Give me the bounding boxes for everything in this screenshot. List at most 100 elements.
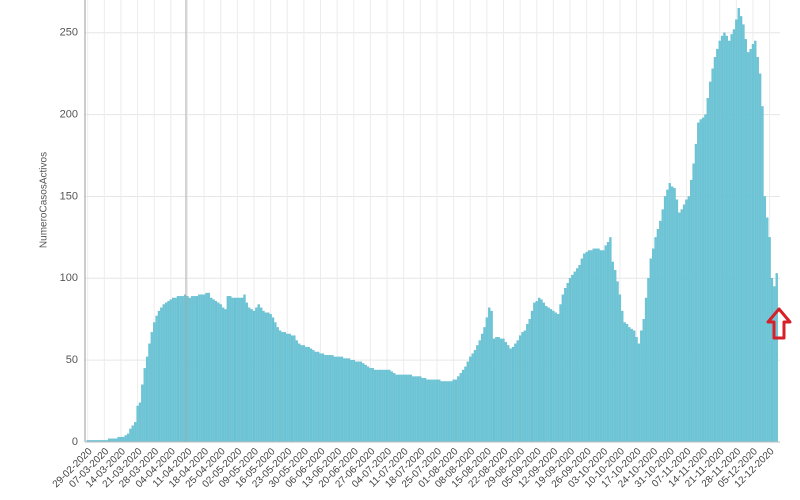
bar: [283, 332, 287, 443]
bar: [718, 40, 721, 443]
bar: [388, 369, 391, 443]
bar: [535, 301, 538, 443]
bar: [473, 350, 477, 443]
bar: [290, 335, 294, 443]
bar: [713, 57, 717, 443]
bar: [575, 268, 579, 443]
bar: [497, 337, 500, 443]
bar: [663, 196, 667, 443]
bar: [735, 19, 738, 443]
bar: [309, 348, 313, 443]
bar: [385, 369, 389, 443]
bar: [661, 209, 664, 443]
bar: [397, 374, 401, 443]
bar: [143, 368, 146, 443]
bar: [495, 337, 498, 443]
bar: [561, 294, 565, 443]
y-tick-label: 250: [60, 27, 78, 39]
bar: [423, 378, 427, 443]
bar: [647, 278, 650, 443]
bar: [421, 378, 424, 443]
bar: [122, 436, 125, 443]
bar: [157, 310, 161, 443]
bar: [597, 248, 600, 443]
bar: [431, 379, 434, 443]
bar: [176, 296, 180, 443]
y-tick-label: 50: [66, 354, 78, 366]
bar: [390, 371, 393, 443]
bar: [763, 196, 766, 443]
bar: [483, 327, 486, 443]
bar: [573, 271, 576, 443]
bar: [274, 322, 277, 443]
bar: [126, 433, 130, 443]
bar: [649, 258, 652, 443]
bar: [278, 330, 282, 443]
bar: [307, 346, 310, 443]
bar: [355, 361, 358, 443]
bar: [409, 374, 412, 443]
bar: [404, 374, 408, 443]
bar: [595, 248, 598, 443]
bar: [775, 273, 778, 443]
bar: [549, 309, 553, 443]
bar: [231, 297, 234, 443]
bar: [758, 73, 762, 443]
y-tick-label: 200: [60, 108, 78, 120]
bar: [518, 335, 522, 443]
bar: [302, 345, 306, 443]
bar: [362, 363, 365, 443]
bar: [723, 32, 726, 443]
bar: [478, 340, 481, 443]
y-axis-label: NumeroCasosActivos: [39, 152, 50, 248]
bar: [181, 296, 184, 443]
bar: [169, 299, 172, 443]
y-tick-label: 150: [60, 190, 78, 202]
bar: [419, 376, 422, 443]
bar: [188, 297, 192, 443]
bar: [357, 361, 360, 443]
bar: [564, 287, 567, 443]
bar: [452, 379, 455, 443]
bar: [768, 237, 771, 443]
bar: [414, 376, 417, 443]
bar: [193, 296, 196, 443]
bar: [739, 16, 743, 443]
bar: [602, 250, 605, 443]
bar: [319, 353, 322, 443]
bar: [407, 374, 410, 443]
bar: [583, 253, 586, 443]
bar: [744, 39, 747, 443]
bar: [352, 359, 355, 443]
y-tick-label: 100: [60, 272, 78, 284]
bar: [198, 294, 201, 443]
bar: [578, 265, 581, 443]
bar: [697, 122, 700, 443]
bar: [732, 29, 736, 443]
bar: [255, 307, 258, 443]
bar: [286, 333, 289, 443]
bar: [680, 209, 683, 443]
bar: [476, 345, 479, 443]
bar: [395, 374, 398, 443]
bar: [433, 379, 436, 443]
bar: [704, 114, 707, 443]
bar: [585, 251, 588, 443]
bar: [366, 366, 370, 443]
bar: [485, 317, 489, 443]
bar: [699, 119, 702, 443]
bar: [243, 294, 246, 443]
bar: [656, 229, 660, 443]
bar: [471, 353, 474, 443]
bar: [124, 435, 127, 443]
bar: [369, 368, 372, 443]
bar: [599, 250, 603, 443]
bar: [514, 343, 517, 443]
bar: [442, 381, 446, 443]
bar: [709, 81, 712, 443]
bar: [136, 405, 139, 443]
bar: [117, 436, 120, 443]
bar: [488, 307, 491, 443]
bar: [528, 319, 531, 443]
